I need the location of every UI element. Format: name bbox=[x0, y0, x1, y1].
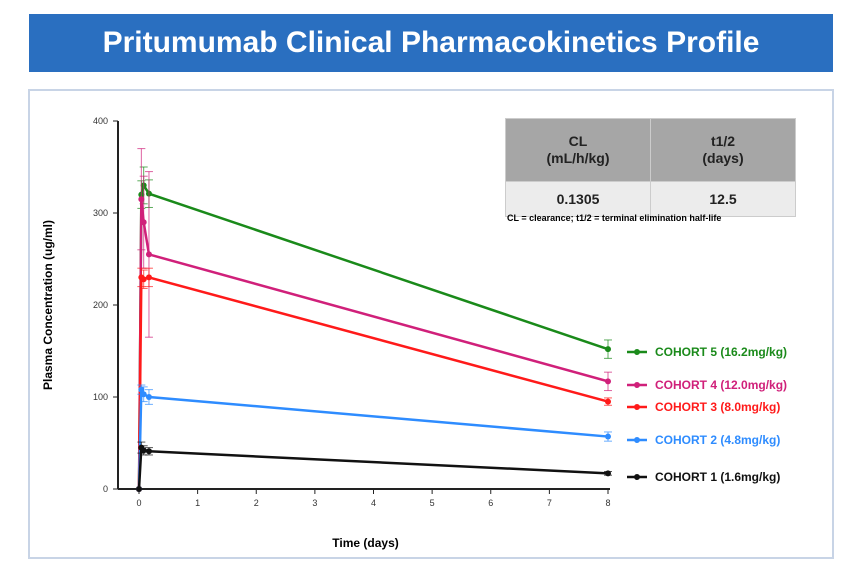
data-point bbox=[145, 448, 152, 455]
pk-header-cl: CL (mL/h/kg) bbox=[505, 118, 651, 182]
legend-label: COHORT 1 (1.6mg/kg) bbox=[655, 470, 780, 484]
pk-table: CL (mL/h/kg) t1/2 (days) 0.1305 12.5 bbox=[505, 118, 796, 217]
legend-label: COHORT 5 (16.2mg/kg) bbox=[655, 345, 787, 359]
data-point bbox=[140, 219, 147, 226]
data-point bbox=[145, 274, 152, 281]
pk-header-cl-label: CL bbox=[568, 133, 588, 149]
pk-header-cl-unit: (mL/h/kg) bbox=[546, 150, 610, 166]
x-tick-label: 7 bbox=[547, 498, 552, 508]
x-tick-label: 3 bbox=[312, 498, 317, 508]
legend-label: COHORT 2 (4.8mg/kg) bbox=[655, 433, 780, 447]
data-point bbox=[605, 398, 611, 405]
x-tick-label: 5 bbox=[430, 498, 435, 508]
y-tick-label: 100 bbox=[93, 392, 108, 402]
chart-frame bbox=[28, 89, 834, 559]
data-point bbox=[140, 276, 147, 283]
series-line bbox=[137, 199, 609, 490]
data-point bbox=[140, 391, 147, 398]
data-point bbox=[605, 470, 611, 477]
x-tick-label: 8 bbox=[605, 498, 610, 508]
pk-value-half-life: 12.5 bbox=[650, 181, 796, 217]
data-point bbox=[138, 386, 145, 393]
data-point bbox=[138, 196, 145, 203]
x-tick-label: 1 bbox=[195, 498, 200, 508]
data-point bbox=[605, 346, 611, 353]
y-tick-label: 300 bbox=[93, 208, 108, 218]
legend-marker bbox=[634, 349, 640, 355]
legend-label: COHORT 4 (12.0mg/kg) bbox=[655, 378, 787, 392]
data-point bbox=[605, 433, 611, 440]
pk-header-half-life: t1/2 (days) bbox=[650, 118, 796, 182]
legend-marker bbox=[634, 382, 640, 388]
data-point bbox=[140, 447, 147, 454]
legend-marker bbox=[634, 437, 640, 443]
data-point bbox=[145, 394, 152, 400]
pk-value-cl: 0.1305 bbox=[505, 181, 651, 217]
series-line bbox=[137, 389, 609, 490]
series-line bbox=[137, 274, 609, 490]
x-tick-label: 6 bbox=[488, 498, 493, 508]
y-tick-label: 200 bbox=[93, 300, 108, 310]
x-tick-label: 4 bbox=[371, 498, 376, 508]
slide-title: Pritumumab Clinical Pharmacokinetics Pro… bbox=[29, 14, 833, 72]
y-tick-label: 400 bbox=[93, 116, 108, 126]
series-line bbox=[137, 444, 609, 490]
data-point bbox=[136, 486, 142, 492]
data-point bbox=[145, 251, 152, 258]
x-axis-label: Time (days) bbox=[332, 536, 398, 550]
legend-marker bbox=[634, 474, 640, 480]
data-point bbox=[605, 378, 611, 385]
legend-marker bbox=[634, 404, 640, 410]
legend-label: COHORT 3 (8.0mg/kg) bbox=[655, 400, 780, 414]
y-axis-label: Plasma Concentration (ug/ml) bbox=[41, 220, 55, 390]
y-tick-label: 0 bbox=[103, 484, 108, 494]
x-tick-label: 2 bbox=[254, 498, 259, 508]
pk-note: CL = clearance; t1/2 = terminal eliminat… bbox=[507, 213, 722, 223]
x-tick-label: 0 bbox=[136, 498, 141, 508]
pk-header-half-life-label: t1/2 (days) bbox=[702, 133, 744, 166]
